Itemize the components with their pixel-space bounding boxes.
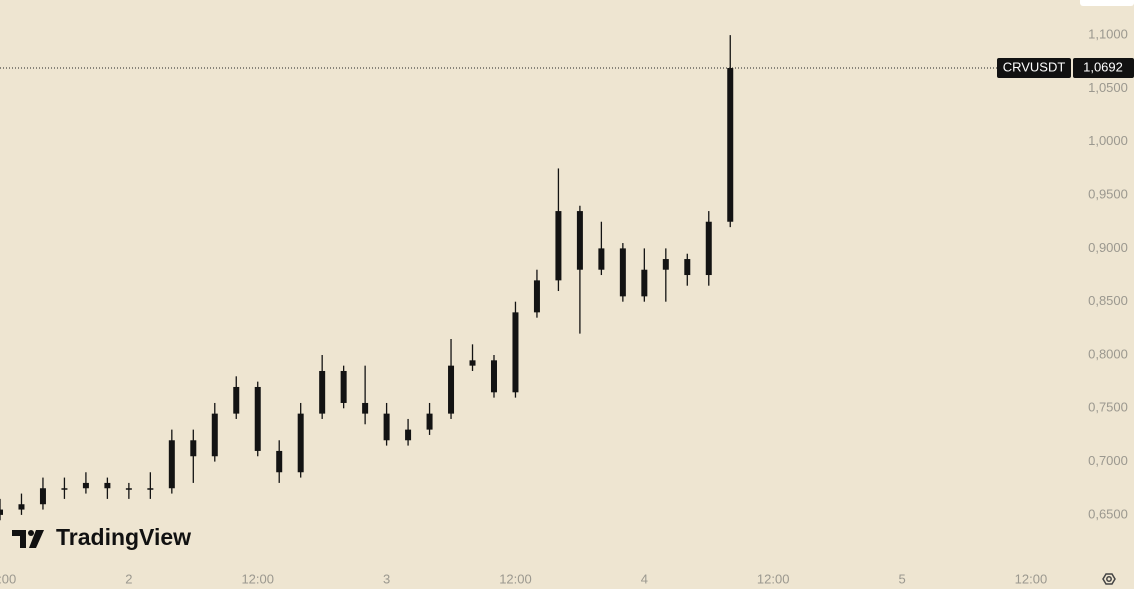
candle-body [340,370,347,403]
candle-body [727,68,734,222]
y-tick-label: 0,7500 [1088,400,1128,415]
candle-body [82,482,89,489]
candle-body [168,440,175,489]
x-tick-label: 2 [125,571,132,586]
candle-body [125,488,132,490]
y-tick-label: 0,7000 [1088,453,1128,468]
x-tick-label: 12:00 [499,571,532,586]
candle-body [39,488,46,505]
candle-body [147,488,154,490]
candle-body [383,413,390,441]
price-label: 1,0692 [1083,59,1123,74]
watermark: TradingView [56,524,191,550]
candle-body [641,269,648,297]
candle-body [211,413,218,457]
watermark-logo [12,530,44,548]
candle-body [426,413,433,430]
candle-body [254,386,261,451]
candle-body [297,413,304,473]
y-tick-label: 0,6500 [1088,506,1128,521]
candle-body [705,221,712,276]
candle-body [18,504,25,510]
y-tick-label: 1,0000 [1088,133,1128,148]
x-tick-label: 5 [898,571,905,586]
x-tick-label: 3 [383,571,390,586]
candle-body [61,488,68,490]
candle-body [490,360,497,393]
candle-body [598,248,605,270]
candle-body [512,312,519,393]
y-tick-label: 1,0500 [1088,80,1128,95]
candle-body [576,211,583,270]
candle-body [405,429,412,441]
candle-body [448,365,455,414]
candle-body [319,370,326,414]
y-tick-label: 0,8500 [1088,293,1128,308]
y-tick-label: 1,1000 [1088,27,1128,42]
candle-body [190,440,197,457]
x-tick-label: 12:00 [241,571,274,586]
x-tick-label: 12:00 [0,571,16,586]
candle-body [555,211,562,281]
y-tick-label: 0,8000 [1088,346,1128,361]
symbol-badge [997,58,1071,79]
y-tick-label: 0,9000 [1088,240,1128,255]
candle-body [533,280,540,313]
candle-body [469,360,476,366]
x-tick-label: 12:00 [1015,571,1048,586]
candle-body [662,259,669,270]
y-tick-label: 0,9500 [1088,187,1128,202]
candle-body [0,509,3,515]
x-tick-label: 12:00 [757,571,790,586]
candle-body [276,450,283,473]
candle-body [684,259,691,276]
symbol-label: CRVUSDT [1003,59,1066,74]
x-tick-label: 4 [641,571,648,586]
toolbar-corner [1080,0,1134,6]
candle-body [233,386,240,414]
price-badge [1073,58,1134,79]
plot: 0,6500 0,7000 0,7500 0,8000 0,8500 0,9000 0,95… [0,27,1134,586]
candle-body [104,482,111,489]
candle-body [362,402,369,414]
candle-body [619,248,626,297]
settings-icon[interactable] [1102,573,1116,585]
